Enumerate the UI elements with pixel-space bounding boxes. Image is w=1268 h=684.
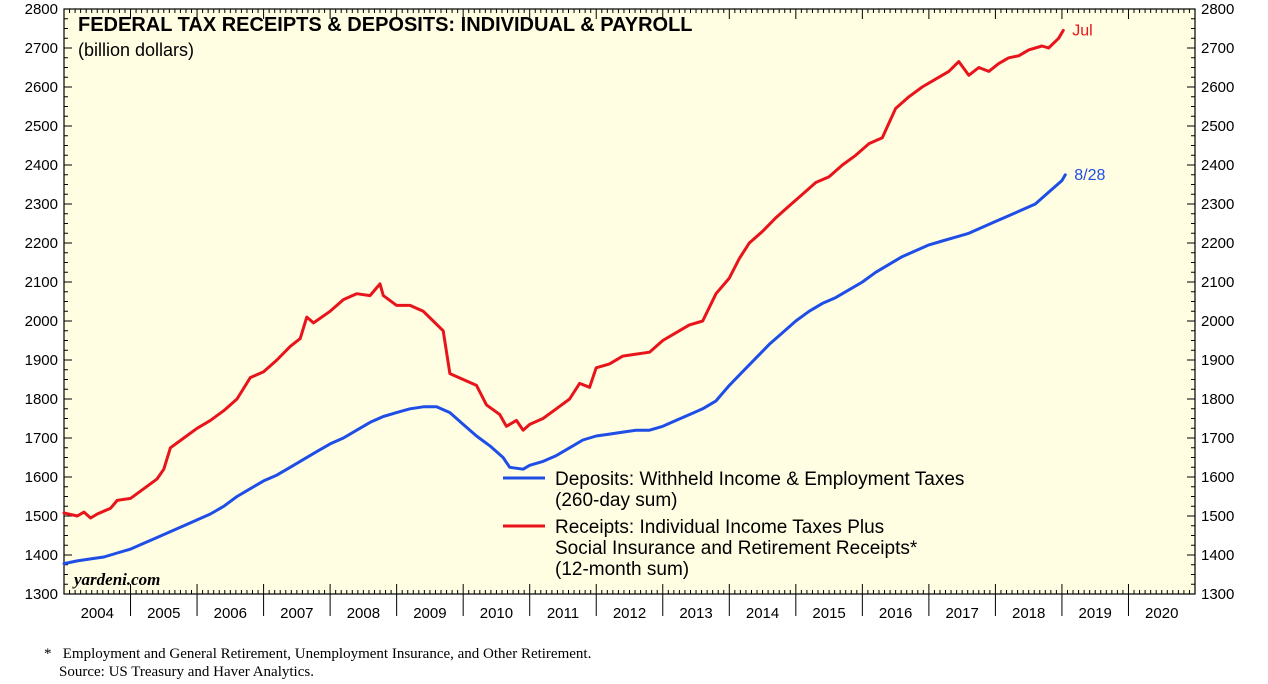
y-tick-label-left: 1300 [25,586,58,603]
x-tick-label: 2010 [480,605,513,622]
chart: 1300 1400 1500 1600 1700 1800 1900 2000 2100 2200… [25,1,1235,622]
x-tick-label: 2008 [347,605,380,622]
y-tick-label-right: 1700 [1201,430,1234,447]
legend: Deposits: Withheld Income & Employment T… [503,469,964,580]
chart-subtitle: (billion dollars) [78,40,194,60]
y-tick-label-right: 2200 [1201,235,1234,252]
y-tick-label-right: 2800 [1201,1,1234,18]
x-tick-label: 2018 [1012,605,1045,622]
y-tick-label-right: 1900 [1201,352,1234,369]
y-tick-label-left: 1700 [25,430,58,447]
y-tick-label-left: 1500 [25,508,58,525]
chart-title: FEDERAL TAX RECEIPTS & DEPOSITS: INDIVID… [78,14,693,36]
y-tick-label-right: 2700 [1201,40,1234,57]
x-tick-label: 2015 [812,605,845,622]
x-tick-label: 2006 [214,605,247,622]
x-tick-label: 2013 [679,605,712,622]
x-tick-label: 2011 [547,605,579,622]
y-tick-label-left: 2700 [25,40,58,57]
series-line-deposits [62,173,1067,566]
y-tick-label-right: 1800 [1201,391,1234,408]
y-tick-label-left: 2800 [25,1,58,18]
legend-text-deposits: (260-day sum) [555,490,678,511]
y-tick-label-right: 2100 [1201,274,1234,291]
y-tick-label-left: 1800 [25,391,58,408]
legend-text-receipts: (12-month sum) [555,559,689,580]
x-tick-label: 2007 [280,605,313,622]
y-tick-label-left: 2400 [25,157,58,174]
x-tick-label: 2019 [1079,605,1112,622]
x-tick-label: 2020 [1145,605,1178,622]
legend-text-deposits: Deposits: Withheld Income & Employment T… [555,469,964,490]
x-tick-label: 2016 [879,605,912,622]
x-tick-label: 2005 [147,605,180,622]
end-label-receipts: Jul [1072,22,1092,39]
y-tick-label-right: 2400 [1201,157,1234,174]
x-tick-label: 2017 [945,605,978,622]
x-tick-label: 2012 [613,605,646,622]
y-tick-label-left: 2000 [25,313,58,330]
x-tick-label: 2004 [81,605,114,622]
end-label-deposits: 8/28 [1074,167,1105,184]
footnote-source: Source: US Treasury and Haver Analytics. [44,664,314,680]
legend-text-receipts: Social Insurance and Retirement Receipts… [555,538,918,559]
y-tick-label-right: 1400 [1201,547,1234,564]
series-line-receipts [62,28,1065,520]
y-tick-label-right: 2300 [1201,196,1234,213]
y-tick-label-right: 1300 [1201,586,1234,603]
x-tick-label: 2009 [413,605,446,622]
brand-watermark: yardeni.com [72,570,160,589]
y-tick-label-left: 1400 [25,547,58,564]
y-tick-label-left: 2300 [25,196,58,213]
y-tick-label-left: 1600 [25,469,58,486]
y-tick-label-right: 1500 [1201,508,1234,525]
y-tick-label-left: 2600 [25,79,58,96]
y-tick-label-left: 1900 [25,352,58,369]
y-tick-label-left: 2100 [25,274,58,291]
y-tick-label-right: 1600 [1201,469,1234,486]
x-tick-label: 2014 [746,605,779,622]
y-tick-label-left: 2500 [25,118,58,135]
y-tick-label-left: 2200 [25,235,58,252]
plot-area [63,8,1196,595]
legend-text-receipts: Receipts: Individual Income Taxes Plus [555,517,884,538]
y-tick-label-right: 2600 [1201,79,1234,96]
footnote-asterisk: * Employment and General Retirement, Une… [44,646,592,662]
y-tick-label-right: 2500 [1201,118,1234,135]
y-tick-label-right: 2000 [1201,313,1234,330]
